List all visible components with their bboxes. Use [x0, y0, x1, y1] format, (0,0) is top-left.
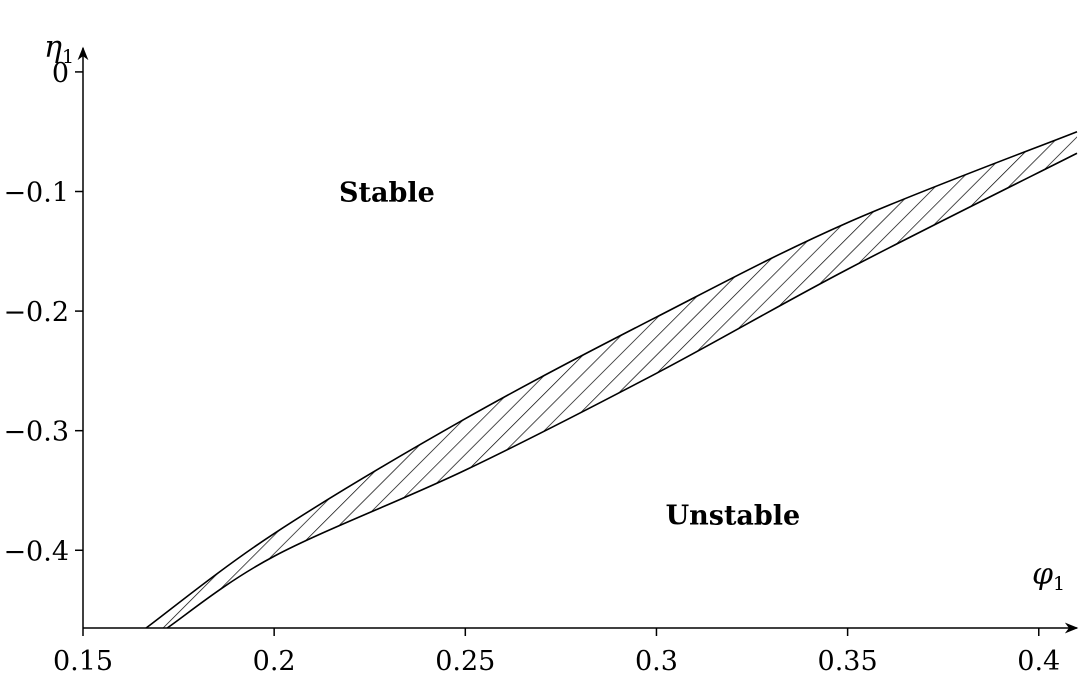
unstable-band-group	[145, 130, 1078, 629]
x-tick-label: 0.15	[53, 646, 113, 677]
y-tick-group: 0 −0.1 −0.2 −0.3 −0.4	[3, 58, 83, 567]
hatched-region	[146, 131, 1077, 628]
x-tick-label: 0.4	[1017, 646, 1060, 677]
x-axis-title: φ1	[1032, 557, 1065, 595]
unstable-region-label: Unstable	[666, 500, 801, 531]
x-tick-label: 0.35	[818, 646, 878, 677]
stable-region-label: Stable	[339, 178, 435, 209]
y-tick-label: 0	[52, 58, 69, 89]
x-tick-label: 0.25	[435, 646, 495, 677]
y-axis-title: η1	[44, 30, 74, 68]
y-tick-label: −0.3	[3, 417, 69, 448]
y-tick-label: −0.2	[3, 297, 69, 328]
y-tick-label: −0.1	[3, 178, 69, 209]
x-tick-label: 0.2	[253, 646, 296, 677]
region-labels: Stable Unstable	[339, 178, 800, 532]
lower-boundary-curve	[166, 152, 1078, 629]
upper-boundary-curve	[145, 130, 1078, 629]
y-tick-label: −0.4	[3, 536, 69, 567]
x-tick-group: 0.15 0.2 0.25 0.3 0.35 0.4	[53, 628, 1060, 677]
x-tick-label: 0.3	[635, 646, 678, 677]
